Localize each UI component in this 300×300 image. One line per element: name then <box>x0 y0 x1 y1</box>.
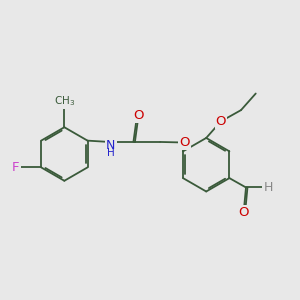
Text: CH$_3$: CH$_3$ <box>54 94 75 108</box>
Text: O: O <box>238 206 249 219</box>
Text: N: N <box>106 139 116 152</box>
Text: H: H <box>263 181 273 194</box>
Text: O: O <box>216 115 226 128</box>
Text: O: O <box>179 136 190 149</box>
Text: F: F <box>12 161 20 174</box>
Text: O: O <box>133 109 143 122</box>
Text: H: H <box>107 148 115 158</box>
